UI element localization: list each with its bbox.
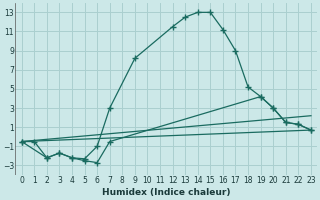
X-axis label: Humidex (Indice chaleur): Humidex (Indice chaleur): [102, 188, 231, 197]
